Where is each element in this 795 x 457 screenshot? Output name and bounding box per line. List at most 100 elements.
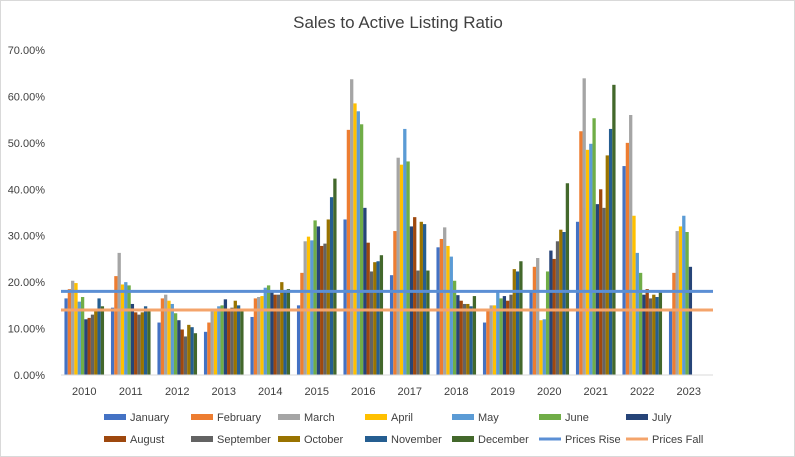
legend-swatch	[104, 414, 126, 420]
legend-swatch	[365, 436, 387, 442]
legend-item-april: April	[365, 412, 413, 424]
bar-june-2020	[545, 271, 550, 375]
legend-swatch	[278, 414, 300, 420]
legend-item-august: August	[104, 434, 164, 446]
bar-january-2020	[529, 290, 533, 375]
bar-april-2014	[260, 296, 264, 375]
bar-august-2011	[134, 312, 138, 375]
bar-august-2012	[180, 329, 184, 375]
bar-may-2016	[356, 111, 360, 375]
bar-february-2011	[114, 276, 118, 375]
bar-december-2014	[286, 289, 291, 375]
legend-label: March	[304, 412, 335, 424]
bar-june-2015	[313, 220, 317, 375]
bar-february-2012	[160, 298, 165, 375]
bar-november-2013	[236, 305, 241, 375]
bar-september-2013	[230, 307, 234, 375]
bar-september-2022	[648, 298, 653, 375]
bar-june-2010	[80, 297, 85, 375]
legend-swatch	[191, 414, 213, 420]
bar-september-2020	[555, 241, 560, 375]
bar-february-2021	[579, 131, 583, 375]
bar-july-2019	[502, 296, 507, 375]
bar-november-2011	[143, 306, 148, 375]
x-tick-label: 2018	[444, 386, 468, 398]
bar-december-2013	[240, 308, 244, 375]
bar-june-2021	[592, 118, 596, 375]
bar-june-2019	[499, 298, 503, 375]
bar-april-2011	[120, 284, 125, 375]
legend-label: January	[130, 412, 170, 424]
bar-january-2016	[343, 219, 347, 375]
bar-february-2022	[625, 142, 630, 375]
legend-label: November	[391, 434, 442, 446]
bar-march-2010	[71, 280, 75, 375]
bar-september-2019	[509, 294, 513, 375]
bar-july-2010	[84, 319, 88, 375]
y-tick-label: 70.00%	[8, 45, 46, 57]
bar-august-2019	[506, 300, 510, 375]
bar-october-2018	[466, 303, 470, 375]
legend-label: August	[130, 434, 164, 446]
bar-april-2022	[632, 215, 636, 375]
bar-june-2018	[452, 280, 457, 375]
bar-june-2012	[173, 313, 178, 375]
bar-march-2015	[303, 241, 307, 375]
bar-april-2019	[492, 305, 497, 375]
bar-march-2016	[350, 79, 354, 375]
bar-september-2010	[90, 314, 95, 375]
bar-may-2018	[449, 256, 453, 375]
legend-item-prices-rise: Prices Rise	[539, 434, 621, 446]
legend-swatch	[104, 436, 126, 442]
x-tick-label: 2017	[398, 386, 422, 398]
bar-november-2021	[608, 128, 613, 375]
bar-may-2022	[635, 252, 639, 375]
bar-july-2021	[595, 204, 600, 375]
y-tick-label: 40.00%	[8, 184, 46, 196]
bar-march-2017	[396, 157, 400, 375]
bar-october-2020	[559, 229, 563, 375]
legend-label: September	[217, 434, 271, 446]
y-tick-label: 20.00%	[8, 277, 46, 289]
bar-july-2014	[270, 290, 274, 375]
bar-april-2020	[539, 320, 543, 375]
y-tick-label: 30.00%	[8, 231, 46, 243]
bar-march-2020	[536, 258, 540, 375]
legend-item-september: September	[191, 434, 271, 446]
bar-march-2019	[489, 305, 493, 375]
bar-october-2011	[140, 312, 144, 375]
legend-label: July	[652, 412, 672, 424]
bar-january-2023	[668, 310, 673, 375]
y-tick-label: 10.00%	[8, 324, 46, 336]
chart-title: Sales to Active Listing Ratio	[293, 13, 503, 32]
bar-march-2023	[675, 231, 679, 375]
bar-january-2014	[250, 316, 254, 375]
bar-november-2019	[515, 271, 520, 375]
bar-may-2021	[589, 143, 593, 375]
bar-october-2019	[512, 269, 516, 375]
bar-february-2013	[207, 322, 211, 375]
bar-february-2018	[439, 238, 444, 375]
bar-april-2010	[74, 283, 78, 375]
x-tick-label: 2011	[119, 386, 143, 398]
legend-item-october: October	[278, 434, 343, 446]
bar-august-2010	[87, 317, 91, 375]
bar-june-2023	[685, 232, 689, 375]
bar-march-2021	[582, 78, 586, 375]
bar-december-2019	[519, 261, 523, 375]
bar-january-2022	[622, 166, 626, 375]
bar-november-2016	[376, 261, 380, 375]
x-tick-label: 2012	[165, 386, 189, 398]
bar-april-2013	[213, 308, 218, 375]
bar-june-2013	[220, 305, 224, 375]
bar-may-2013	[217, 306, 221, 375]
bar-march-2011	[117, 252, 121, 375]
bar-july-2020	[549, 250, 553, 375]
x-tick-label: 2021	[584, 386, 608, 398]
bar-december-2018	[472, 296, 477, 375]
bar-july-2012	[177, 320, 181, 375]
bar-september-2014	[276, 294, 281, 375]
legend: January February March April May June July Augu…	[104, 412, 703, 446]
